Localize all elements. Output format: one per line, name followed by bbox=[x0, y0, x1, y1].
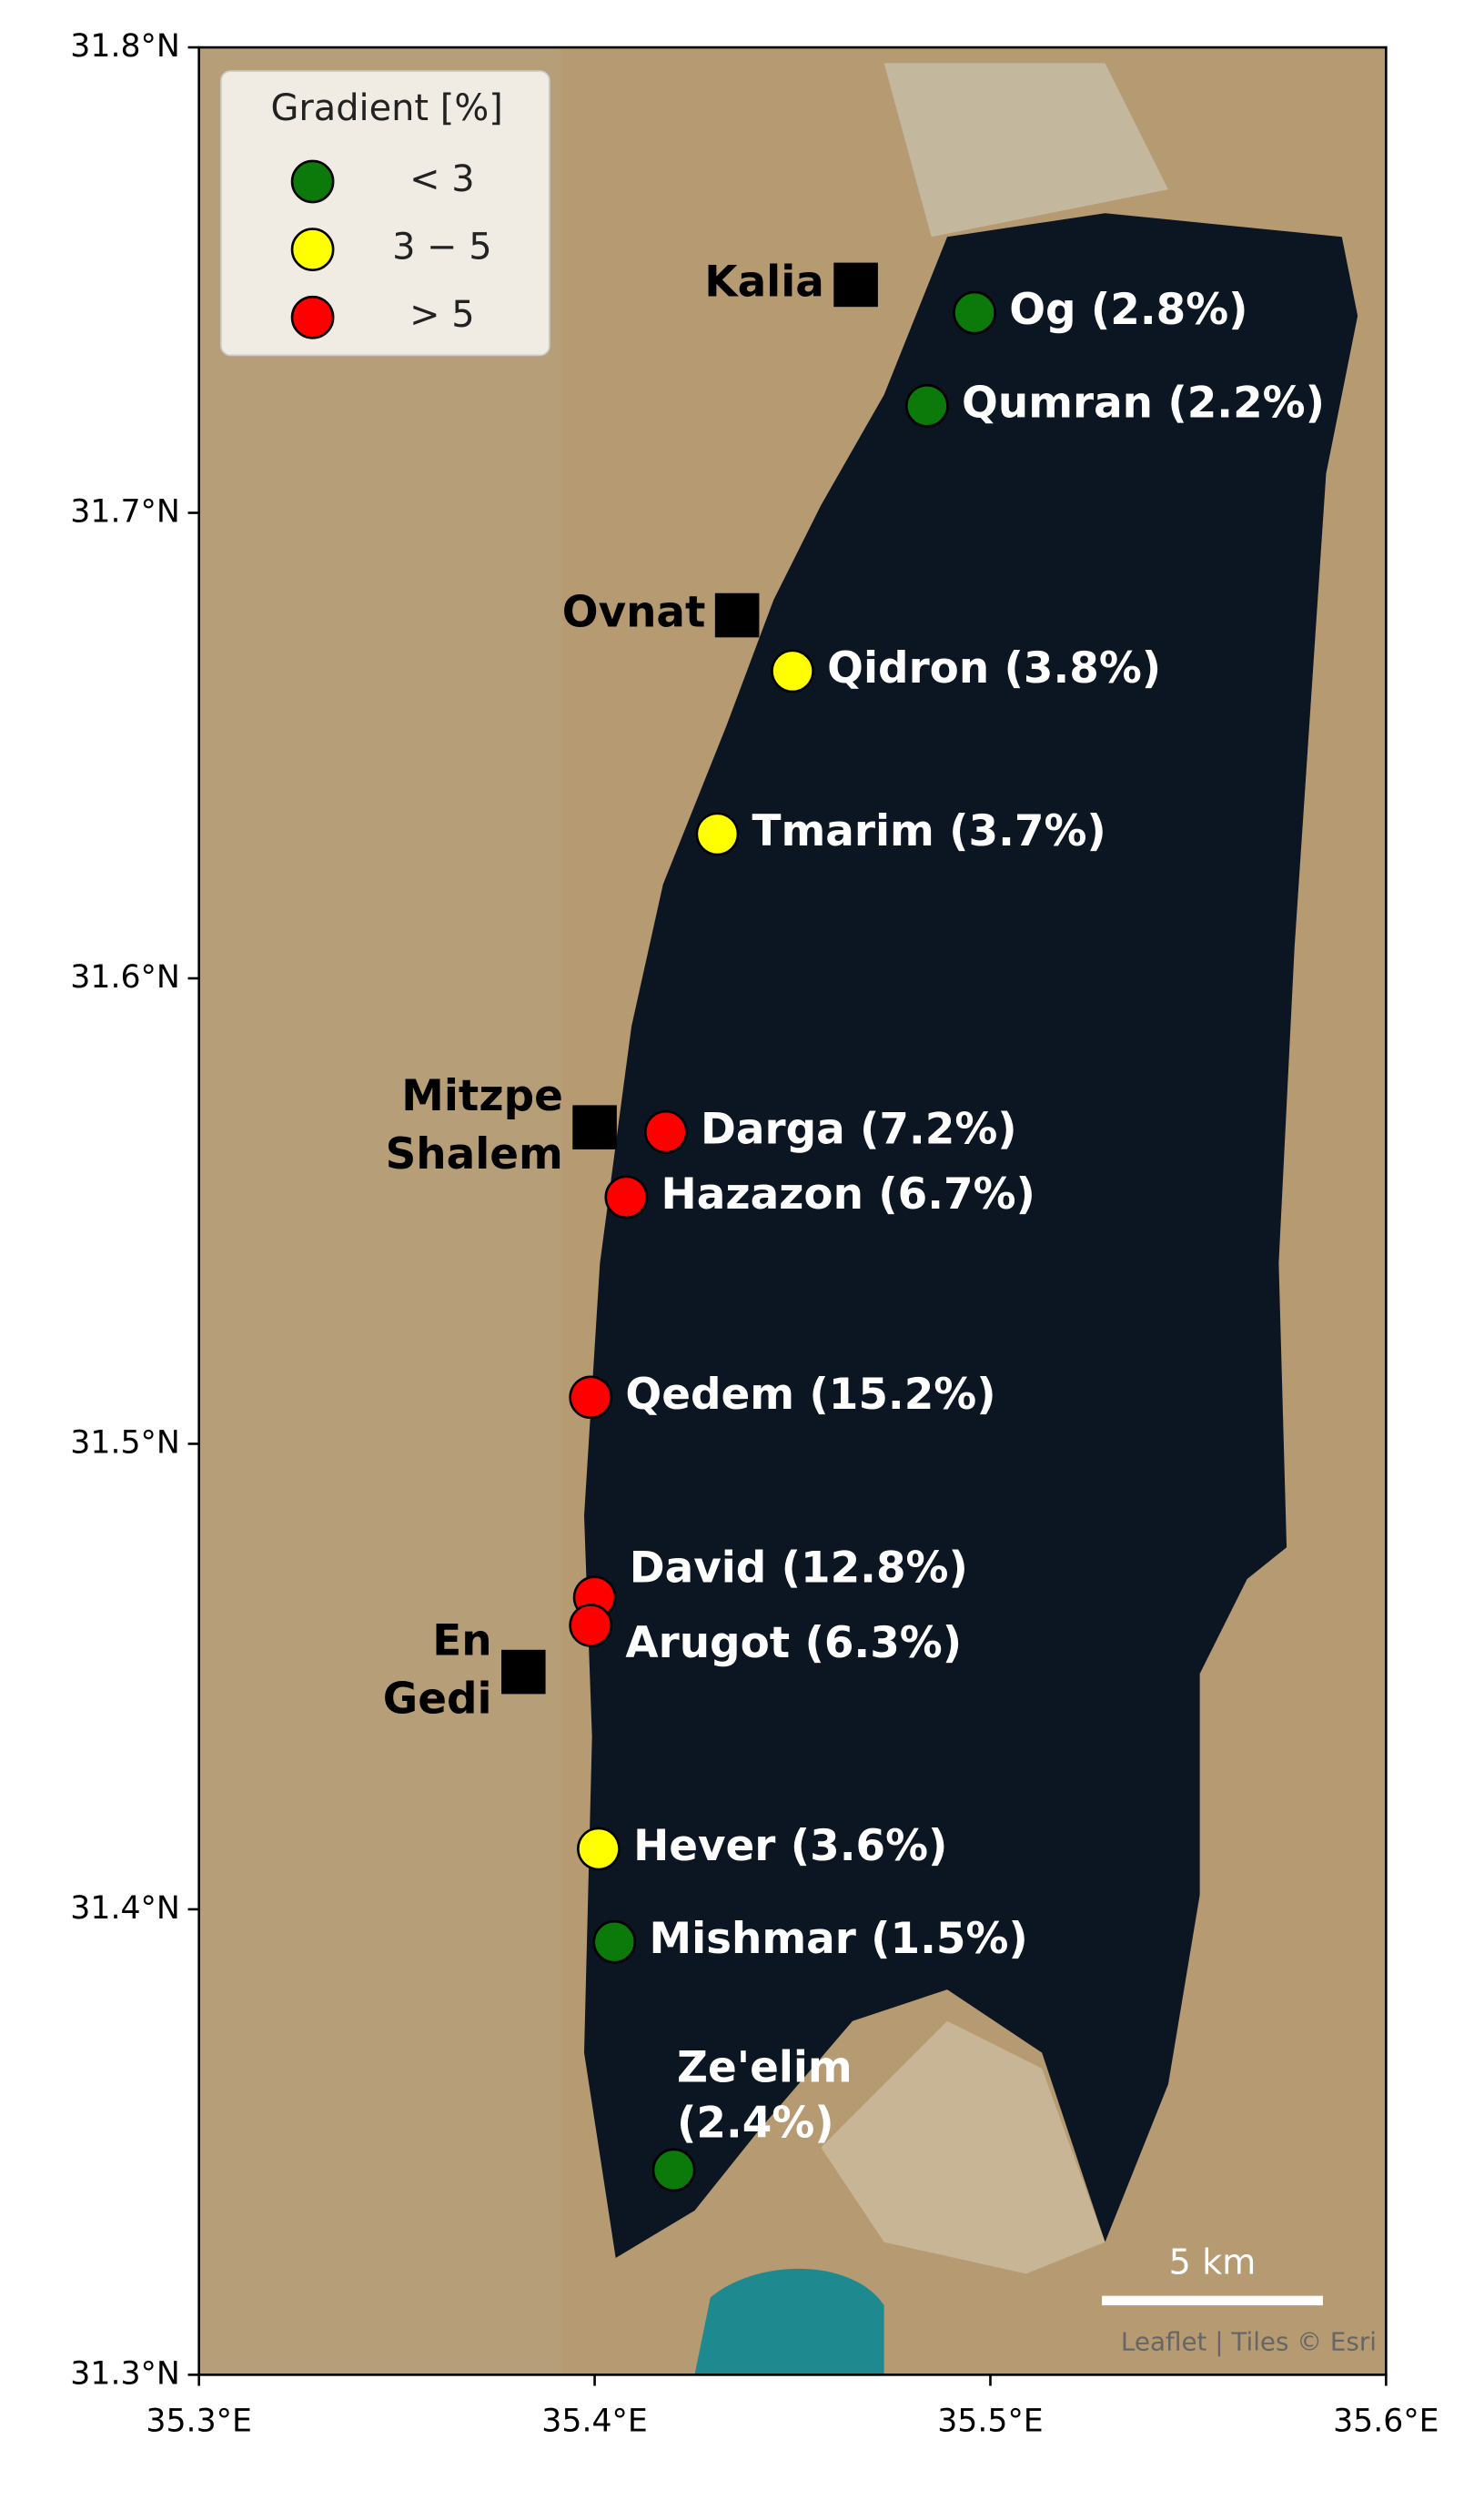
legend: Gradient [%] < 3 3 − 5 > 5 bbox=[220, 70, 550, 357]
legend-label: < 3 bbox=[409, 158, 474, 200]
y-tick-label: 31.4°N bbox=[70, 1890, 180, 1927]
station-point bbox=[695, 812, 740, 856]
station-label: (2.4%) bbox=[677, 2099, 834, 2148]
legend-label: 3 − 5 bbox=[392, 227, 492, 268]
station-point bbox=[651, 2148, 696, 2192]
legend-marker bbox=[290, 159, 335, 204]
station-label: Qedem (15.2%) bbox=[625, 1371, 995, 1420]
station-label: Ze'elim bbox=[677, 2044, 853, 2093]
x-tick-label: 35.6°E bbox=[1333, 2403, 1439, 2439]
attribution: Leaflet | Tiles © Esri bbox=[1121, 2327, 1377, 2357]
x-tick-label: 35.3°E bbox=[146, 2403, 251, 2439]
station-label: Tmarim (3.7%) bbox=[752, 807, 1106, 856]
station-point bbox=[643, 1109, 688, 1154]
station-point bbox=[604, 1175, 649, 1220]
south-shore bbox=[821, 2020, 1105, 2274]
town-label: Kalia bbox=[704, 258, 824, 307]
plot-frame bbox=[197, 46, 1388, 2376]
legend-marker bbox=[290, 295, 335, 339]
y-tick-label: 31.7°N bbox=[70, 494, 180, 531]
farmland bbox=[883, 63, 1168, 238]
dead-sea bbox=[584, 213, 1358, 2259]
station-point bbox=[771, 649, 814, 693]
station-point bbox=[569, 1604, 613, 1647]
station-point bbox=[953, 290, 996, 335]
station-point bbox=[577, 1827, 621, 1871]
station-label: David (12.8%) bbox=[630, 1544, 968, 1593]
station-label: Og (2.8%) bbox=[1009, 286, 1247, 335]
land-west bbox=[198, 47, 562, 2375]
station-label: Hever (3.6%) bbox=[633, 1822, 947, 1871]
town-label: En bbox=[432, 1616, 491, 1665]
y-tick-label: 31.6°N bbox=[70, 959, 180, 996]
station-label: Arugot (6.3%) bbox=[625, 1619, 962, 1668]
y-tick-label: 31.5°N bbox=[70, 1424, 180, 1461]
town-label: Ovnat bbox=[562, 589, 706, 638]
station-point bbox=[569, 1375, 613, 1420]
station-point bbox=[905, 384, 949, 428]
legend-marker bbox=[290, 228, 335, 271]
y-tick-label: 31.8°N bbox=[70, 28, 180, 65]
town-marker bbox=[833, 262, 878, 308]
legend-box bbox=[220, 70, 550, 357]
x-tick-label: 35.5°E bbox=[937, 2403, 1044, 2439]
town-marker bbox=[572, 1105, 617, 1149]
satellite-background bbox=[198, 47, 1387, 2375]
station-point bbox=[592, 1919, 637, 1964]
town-label: Mitzpe bbox=[401, 1072, 563, 1121]
legend-title: Gradient [%] bbox=[270, 87, 502, 129]
town-label: Gedi bbox=[383, 1675, 492, 1725]
legend-label: > 5 bbox=[409, 294, 474, 336]
town-marker bbox=[714, 592, 760, 638]
station-label: Qidron (3.8%) bbox=[827, 644, 1161, 693]
town-marker bbox=[500, 1649, 546, 1695]
station-label: Hazazon (6.7%) bbox=[661, 1170, 1035, 1220]
evaporation-pond bbox=[694, 2268, 884, 2375]
station-label: Mishmar (1.5%) bbox=[649, 1915, 1027, 1964]
town-label: Shalem bbox=[386, 1130, 563, 1179]
station-label: Darga (7.2%) bbox=[701, 1105, 1017, 1154]
x-tick-label: 35.4°E bbox=[541, 2403, 648, 2439]
scale-bar-label: 5 km bbox=[1169, 2242, 1257, 2282]
station-label: Qumran (2.2%) bbox=[962, 379, 1325, 428]
y-tick-label: 31.3°N bbox=[70, 2355, 180, 2392]
